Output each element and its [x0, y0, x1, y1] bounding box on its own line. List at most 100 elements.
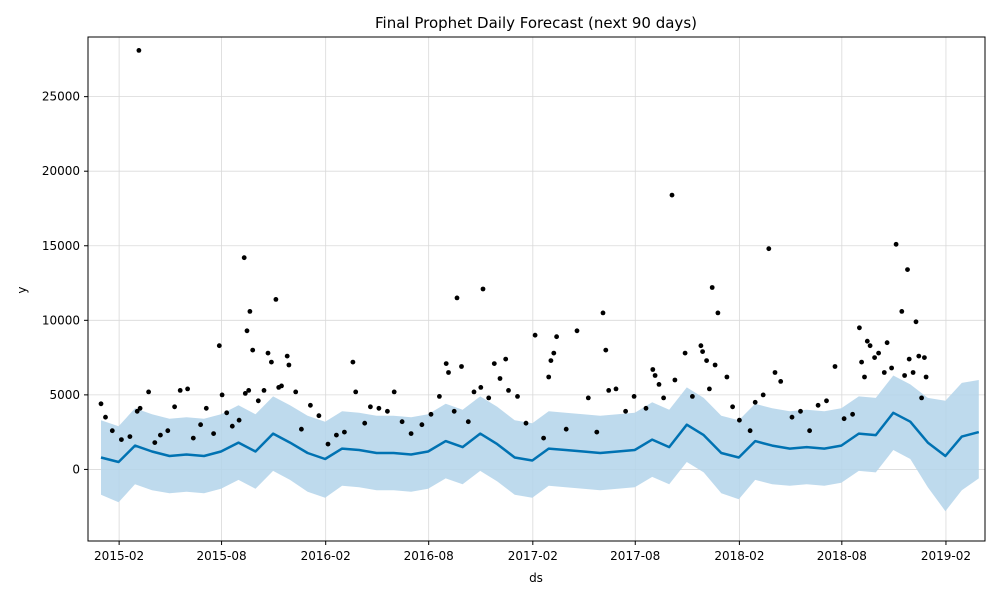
- observed-point: [316, 413, 322, 419]
- observed-point: [859, 359, 864, 365]
- forecast-line-layer: [100, 411, 980, 464]
- x-tick-label: 2016-02: [301, 549, 351, 563]
- observed-point: [136, 48, 142, 53]
- observed-point: [563, 426, 569, 432]
- observed-point: [350, 359, 356, 365]
- observed-point: [690, 394, 695, 399]
- observed-point: [119, 437, 124, 442]
- observed-point: [704, 358, 709, 363]
- observed-point: [443, 361, 449, 366]
- observed-point: [700, 349, 705, 354]
- observed-point: [103, 414, 108, 420]
- x-tick-label: 2018-02: [714, 549, 764, 563]
- observed-point: [342, 429, 347, 435]
- observed-point: [881, 370, 887, 375]
- observed-point: [867, 343, 873, 349]
- uncertainty-band: [101, 375, 979, 512]
- observed-point: [922, 355, 927, 360]
- observed-point: [454, 295, 460, 301]
- observed-point: [916, 353, 922, 359]
- observed-point: [824, 398, 829, 404]
- observed-point: [246, 388, 252, 393]
- observed-point: [889, 365, 894, 371]
- x-tick-label: 2017-02: [508, 549, 558, 563]
- observed-point: [408, 431, 414, 436]
- observed-point: [724, 374, 730, 380]
- observed-point: [864, 338, 870, 344]
- observed-point: [643, 405, 649, 411]
- observed-point: [486, 395, 492, 401]
- observed-point: [503, 356, 509, 362]
- observed-point: [669, 192, 675, 198]
- x-axis-label: ds: [529, 571, 543, 585]
- observed-point: [551, 350, 557, 356]
- observed-point: [541, 435, 546, 441]
- observed-point: [137, 405, 143, 411]
- observed-point: [737, 417, 742, 423]
- observed-point: [523, 420, 529, 426]
- observed-point: [652, 373, 658, 378]
- forecast-line: [100, 411, 980, 464]
- observed-point: [362, 420, 368, 426]
- observed-point: [906, 356, 912, 362]
- observed-point: [269, 359, 274, 365]
- observed-point: [661, 395, 666, 401]
- observed-point: [910, 370, 916, 375]
- observed-point: [682, 350, 688, 356]
- observed-point: [872, 355, 877, 360]
- observed-point: [807, 428, 812, 434]
- observed-point: [603, 347, 609, 353]
- plot-frame: [87, 36, 986, 542]
- observed-point: [789, 414, 795, 420]
- uncertainty-interval-layer: [101, 375, 979, 512]
- observed-point: [299, 426, 304, 432]
- observed-point: [832, 364, 838, 369]
- x-tick-label: 2016-08: [404, 549, 454, 563]
- observed-point: [465, 419, 471, 425]
- observed-point: [152, 440, 158, 445]
- observed-point: [98, 401, 104, 407]
- observed-point: [399, 419, 405, 425]
- observed-point: [899, 309, 905, 314]
- observed-point: [698, 343, 704, 349]
- observed-point: [146, 389, 152, 395]
- observed-point: [216, 343, 222, 349]
- observed-point: [250, 347, 256, 353]
- x-tick-label: 2015-08: [196, 549, 246, 563]
- x-tick-label: 2015-02: [94, 549, 144, 563]
- observed-point: [515, 394, 520, 399]
- observed-point: [902, 373, 907, 378]
- observed-point: [913, 319, 919, 325]
- observed-point: [747, 428, 753, 434]
- observed-point: [158, 432, 163, 438]
- observed-point: [471, 389, 477, 395]
- observed-point: [177, 388, 183, 393]
- y-tick-layer: 0 5000 10000 15000 20000 25000: [42, 90, 88, 476]
- observed-point: [650, 367, 656, 372]
- observed-point: [242, 391, 248, 396]
- observed-point: [546, 374, 552, 380]
- observed-point: [606, 388, 612, 393]
- observed-point: [491, 361, 497, 366]
- observed-point: [279, 383, 284, 389]
- observed-point: [368, 404, 373, 410]
- observed-point: [631, 394, 637, 399]
- observed-point: [672, 377, 678, 383]
- observed-point: [419, 422, 425, 428]
- observed-point: [293, 389, 299, 395]
- observed-point: [709, 285, 715, 290]
- observed-point: [862, 374, 867, 380]
- observed-point: [554, 334, 559, 340]
- y-tick-label: 25000: [42, 90, 80, 104]
- observed-point: [594, 429, 600, 435]
- observed-point: [497, 376, 503, 381]
- observed-point: [211, 431, 217, 436]
- observed-point: [265, 350, 271, 356]
- observed-point: [446, 370, 451, 375]
- observed-point: [451, 408, 457, 414]
- observed-point: [480, 286, 486, 292]
- observed-point: [798, 408, 803, 414]
- observed-point: [134, 408, 140, 414]
- observed-point: [760, 392, 766, 398]
